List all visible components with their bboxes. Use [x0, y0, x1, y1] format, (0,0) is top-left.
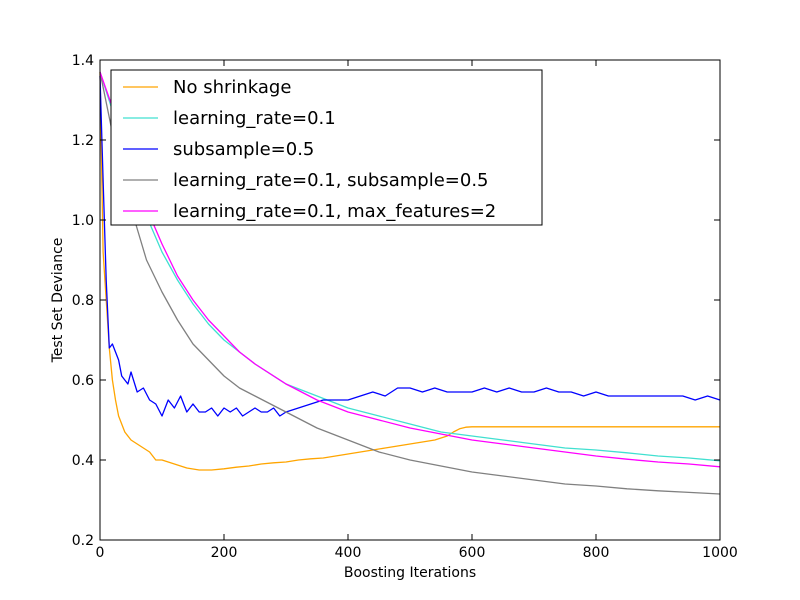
- legend-label: No shrinkage: [173, 77, 291, 98]
- legend-box: [110, 69, 543, 226]
- x-tick-label: 600: [459, 545, 486, 561]
- legend-label: learning_rate=0.1: [173, 108, 336, 129]
- y-tick-label: 0.6: [72, 373, 94, 389]
- legend-label: learning_rate=0.1, max_features=2: [173, 201, 496, 222]
- series-layer: [99, 71, 721, 495]
- y-axis-label: Test Set Deviance: [50, 238, 66, 364]
- x-tick-label: 800: [583, 545, 610, 561]
- ticks-layer: 0 200 400 600 800 1000 0.2 0.4 0.6 0.8 1.0 1.2 1.4: [72, 53, 738, 561]
- y-tick-label: 0.2: [72, 533, 94, 549]
- series-line-4: [99, 71, 721, 495]
- legend: No shrinkage learning_rate=0.1 subsample=0…: [110, 69, 543, 226]
- x-tick-label: 200: [211, 545, 238, 561]
- series-line-2: [99, 71, 721, 462]
- y-tick-label: 0.4: [72, 453, 94, 469]
- x-tick-label: 400: [335, 545, 362, 561]
- x-tick-label: 1000: [702, 545, 738, 561]
- series-line-5: [99, 71, 721, 468]
- x-axis-label: Boosting Iterations: [344, 565, 476, 581]
- y-tick-label: 1.0: [72, 213, 94, 229]
- legend-label: subsample=0.5: [173, 139, 314, 160]
- y-tick-label: 1.4: [72, 53, 94, 69]
- legend-label: learning_rate=0.1, subsample=0.5: [173, 170, 489, 191]
- y-tick-label: 1.2: [72, 133, 94, 149]
- x-tick-label: 0: [96, 545, 105, 561]
- y-tick-label: 0.8: [72, 293, 94, 309]
- series-line-1: [99, 71, 720, 471]
